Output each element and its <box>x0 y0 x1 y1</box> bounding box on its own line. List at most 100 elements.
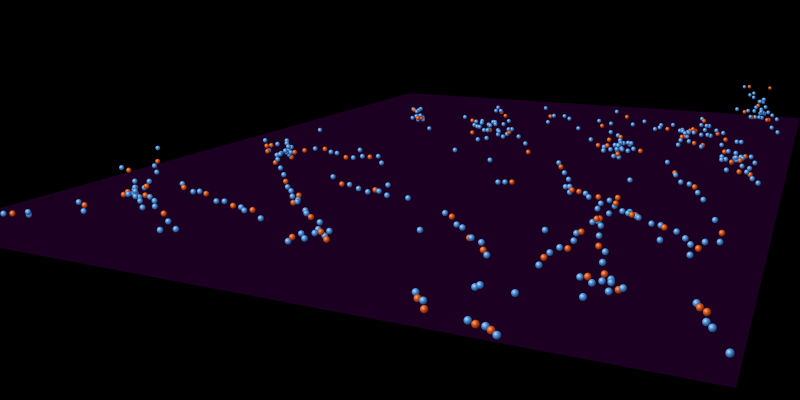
blue-particle <box>708 323 717 333</box>
blue-particle <box>562 113 567 119</box>
blue-particle <box>156 226 164 234</box>
blue-particle <box>678 137 684 143</box>
orange-particle <box>143 183 150 190</box>
blue-particle <box>561 170 568 176</box>
blue-particle <box>284 184 291 190</box>
blue-particle <box>125 191 132 198</box>
blue-particle <box>619 284 628 293</box>
blue-particle <box>670 122 676 128</box>
blue-particle <box>562 183 569 190</box>
blue-particle <box>316 218 324 226</box>
blue-particle <box>652 126 658 132</box>
orange-particle <box>265 148 271 154</box>
blue-particle <box>132 193 139 200</box>
blue-particle <box>277 165 284 171</box>
blue-particle <box>441 209 449 217</box>
blue-particle <box>196 188 203 195</box>
orange-particle <box>479 246 487 254</box>
blue-particle <box>131 178 138 184</box>
blue-particle <box>405 195 411 201</box>
blue-particle <box>0 210 7 217</box>
blue-particle <box>748 154 754 160</box>
blue-particle <box>80 207 87 215</box>
blue-particle <box>770 113 775 118</box>
blue-particle <box>763 105 768 110</box>
orange-particle <box>282 178 289 185</box>
blue-particle <box>410 115 415 120</box>
blue-particle <box>725 348 735 358</box>
blue-particle <box>625 148 631 154</box>
blue-particle <box>721 130 726 136</box>
blue-particle <box>493 121 498 127</box>
blue-particle <box>630 122 636 127</box>
blue-particle <box>758 99 763 104</box>
blue-particle <box>282 148 288 154</box>
blue-particle <box>463 315 473 325</box>
blue-particle <box>682 131 688 136</box>
blue-particle <box>748 93 752 97</box>
blue-particle <box>281 171 287 178</box>
orange-particle <box>595 242 603 250</box>
blue-particle <box>672 172 679 178</box>
orange-particle <box>249 206 256 214</box>
blue-particle <box>275 141 280 147</box>
blue-particle <box>648 220 655 227</box>
blue-particle <box>578 292 588 302</box>
blue-particle <box>484 135 489 141</box>
blue-particle <box>172 225 180 233</box>
blue-particle <box>416 226 424 234</box>
blue-particle <box>739 163 745 169</box>
blue-particle <box>657 125 662 130</box>
blue-particle <box>411 288 420 297</box>
orange-particle <box>615 151 621 157</box>
blue-particle <box>462 114 468 120</box>
blue-particle <box>146 193 153 200</box>
orange-particle <box>302 147 308 153</box>
blue-particle <box>664 159 671 165</box>
orange-particle <box>612 200 619 207</box>
orange-particle <box>599 123 605 128</box>
blue-particle <box>500 134 506 139</box>
blue-particle <box>488 123 493 128</box>
blue-particle <box>608 129 614 135</box>
blue-particle <box>576 126 581 131</box>
blue-particle <box>628 140 634 146</box>
blue-particle <box>477 238 485 246</box>
blue-particle <box>675 142 681 148</box>
orange-particle <box>628 211 636 218</box>
orange-particle <box>576 188 582 195</box>
blue-particle <box>635 214 642 221</box>
blue-particle <box>289 193 296 200</box>
blue-particle <box>330 173 336 180</box>
blue-particle <box>151 197 158 204</box>
blue-particle <box>355 185 362 192</box>
blue-particle <box>288 188 295 194</box>
blue-particle <box>704 123 709 129</box>
blue-particle <box>588 137 594 142</box>
blue-particle <box>496 129 502 134</box>
blue-particle <box>614 109 619 114</box>
blue-particle <box>385 182 391 188</box>
blue-particle <box>567 116 572 121</box>
blue-particle <box>711 216 719 224</box>
blue-particle <box>691 130 697 135</box>
blue-particle <box>766 110 771 115</box>
orange-particle <box>694 244 702 252</box>
orange-particle <box>593 215 600 222</box>
blue-particle <box>139 204 146 211</box>
blue-particle <box>615 143 621 148</box>
blue-particle <box>414 109 419 114</box>
blue-particle <box>516 134 522 139</box>
blue-particle <box>146 178 153 185</box>
blue-particle <box>364 188 371 195</box>
blue-particle <box>774 117 780 122</box>
blue-particle <box>311 229 319 237</box>
blue-particle <box>257 215 264 222</box>
blue-particle <box>752 109 757 114</box>
orange-particle <box>558 164 564 170</box>
blue-particle <box>748 114 753 119</box>
orange-particle <box>367 154 373 160</box>
orange-particle <box>292 149 298 155</box>
blue-particle <box>477 124 482 129</box>
